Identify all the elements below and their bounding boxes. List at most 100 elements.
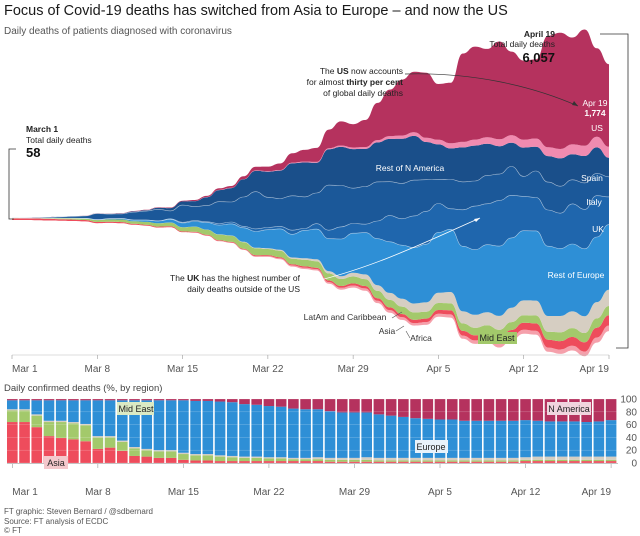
bar-segment-latam-and-caribbean — [422, 457, 434, 461]
bar-segment-asia — [361, 461, 372, 463]
bar-segment-n-america — [288, 399, 299, 409]
bar-segment-mid-east — [459, 460, 470, 462]
bar-segment-europe — [410, 418, 421, 458]
bar-segment-europe — [398, 416, 409, 458]
bar-segment-latam-and-caribbean — [556, 456, 568, 460]
bar-segment-latam-and-caribbean — [495, 457, 507, 461]
bottom-y-tick-label: 80 — [626, 407, 638, 418]
bar-segment-europe — [263, 406, 275, 458]
streamgraph-boundaries — [11, 166, 610, 251]
us-note-arrowhead — [572, 101, 578, 106]
bar-segment-latam-and-caribbean — [434, 457, 446, 461]
label-uk: UK — [592, 224, 604, 234]
bar-segment-mid-east — [581, 459, 592, 462]
bar-segment-n-america — [68, 399, 79, 401]
label-mideast: Mid East — [479, 333, 515, 343]
bar-segment-latam-and-caribbean — [569, 456, 580, 460]
stream-layer-us — [12, 29, 609, 218]
bar-segment-n-america — [434, 399, 446, 420]
end-date: April 19 — [524, 29, 555, 39]
bar-segment-asia — [251, 461, 263, 463]
bar-segment-n-america — [116, 399, 128, 401]
bar-segment-europe — [336, 412, 348, 458]
bar-segment-n-america — [361, 399, 372, 413]
bottom-label-asia: Asia — [47, 458, 65, 468]
bar-segment-n-america — [190, 399, 201, 401]
uk-note-arrowhead — [474, 218, 480, 222]
bar-segment-n-america — [55, 399, 67, 401]
bar-segment-mid-east — [92, 437, 104, 449]
bar-segment-n-america — [214, 399, 226, 402]
bar-segment-n-america — [410, 399, 421, 419]
bar-segment-europe — [471, 420, 482, 458]
bar-segment-asia — [605, 461, 617, 463]
end-bracket: April 19 Total daily deaths 6,057 — [489, 29, 629, 349]
bar-segment-latam-and-caribbean — [288, 457, 299, 460]
bar-segment-mid-east — [251, 457, 263, 462]
bar-segment-latam-and-caribbean — [92, 436, 104, 438]
bar-segment-asia — [43, 436, 55, 463]
bottom-y-tick-label: 60 — [626, 420, 638, 431]
bar-segment-mid-east — [471, 460, 482, 462]
bar-segment-mid-east — [569, 459, 580, 462]
bar-segment-n-america — [7, 399, 18, 401]
bar-segment-mid-east — [165, 451, 177, 458]
bar-segment-asia — [349, 461, 360, 463]
bar-segment-latam-and-caribbean — [129, 447, 140, 449]
bar-segment-n-america — [141, 399, 153, 401]
bar-segment-latam-and-caribbean — [471, 457, 482, 461]
bar-segment-europe — [178, 400, 189, 453]
bar-segment-mid-east — [226, 457, 238, 462]
bar-segment-mid-east — [141, 450, 153, 457]
bar-segment-latam-and-caribbean — [190, 454, 201, 456]
bar-segment-asia — [410, 461, 421, 463]
bar-segment-mid-east — [336, 459, 348, 462]
uk-note-line1: The UK has the highest number of — [170, 273, 301, 283]
bar-segment-asia — [581, 461, 592, 463]
top-x-axis: Mar 1 Mar 8 Mar 15 Mar 22 Mar 29 Apr 5 Apr 12 A… — [11, 354, 609, 375]
bar-segment-europe — [483, 420, 495, 458]
bottom-label-mideast: Mid East — [118, 404, 154, 414]
bar-segment-asia — [19, 422, 30, 463]
bar-segment-latam-and-caribbean — [104, 436, 116, 438]
bottom-tick-label: Mar 1 — [12, 487, 38, 498]
bar-segment-latam-and-caribbean — [336, 457, 348, 460]
bar-segment-asia — [202, 460, 214, 463]
bar-segment-europe — [495, 420, 507, 458]
bar-segment-latam-and-caribbean — [581, 456, 592, 460]
bar-segment-latam-and-caribbean — [251, 456, 263, 458]
bar-segment-asia — [153, 457, 165, 463]
bar-segment-mid-east — [7, 410, 18, 423]
bar-segment-latam-and-caribbean — [43, 420, 55, 423]
bar-segment-europe — [43, 400, 55, 421]
bar-segment-europe — [569, 421, 580, 457]
stream-boundary-italy — [11, 166, 610, 219]
bar-segment-mid-east — [263, 458, 275, 462]
bar-segment-n-america — [226, 399, 238, 403]
bar-segment-asia — [288, 461, 299, 463]
uk-note-arrow — [302, 217, 481, 285]
bar-segment-latam-and-caribbean — [80, 423, 91, 426]
bar-segment-latam-and-caribbean — [31, 414, 43, 416]
mideast-label-bg — [478, 332, 517, 344]
bar-segment-latam-and-caribbean — [483, 457, 495, 461]
bar-segment-latam-and-caribbean — [459, 457, 470, 461]
bar-segment-europe — [312, 409, 324, 458]
bar-segment-latam-and-caribbean — [410, 457, 421, 461]
bar-segment-n-america — [520, 399, 531, 421]
bar-segment-mid-east — [129, 448, 140, 456]
bar-segment-n-america — [19, 399, 30, 401]
bar-segment-asia — [226, 461, 238, 463]
bar-segment-asia — [141, 456, 153, 463]
bar-segment-asia — [165, 457, 177, 463]
bar-segment-mid-east — [202, 455, 214, 461]
bar-segment-europe — [556, 421, 568, 457]
bar-segment-latam-and-caribbean — [239, 456, 250, 458]
footer-credit: FT graphic: Steven Bernard / @sdbernard — [4, 507, 153, 516]
bar-segment-latam-and-caribbean — [7, 409, 18, 411]
bar-segment-latam-and-caribbean — [19, 409, 30, 411]
bar-segment-mid-east — [80, 425, 91, 442]
streamgraph-layers — [12, 29, 609, 357]
bar-segment-asia — [532, 461, 544, 463]
bar-segment-latam-and-caribbean — [385, 457, 397, 461]
